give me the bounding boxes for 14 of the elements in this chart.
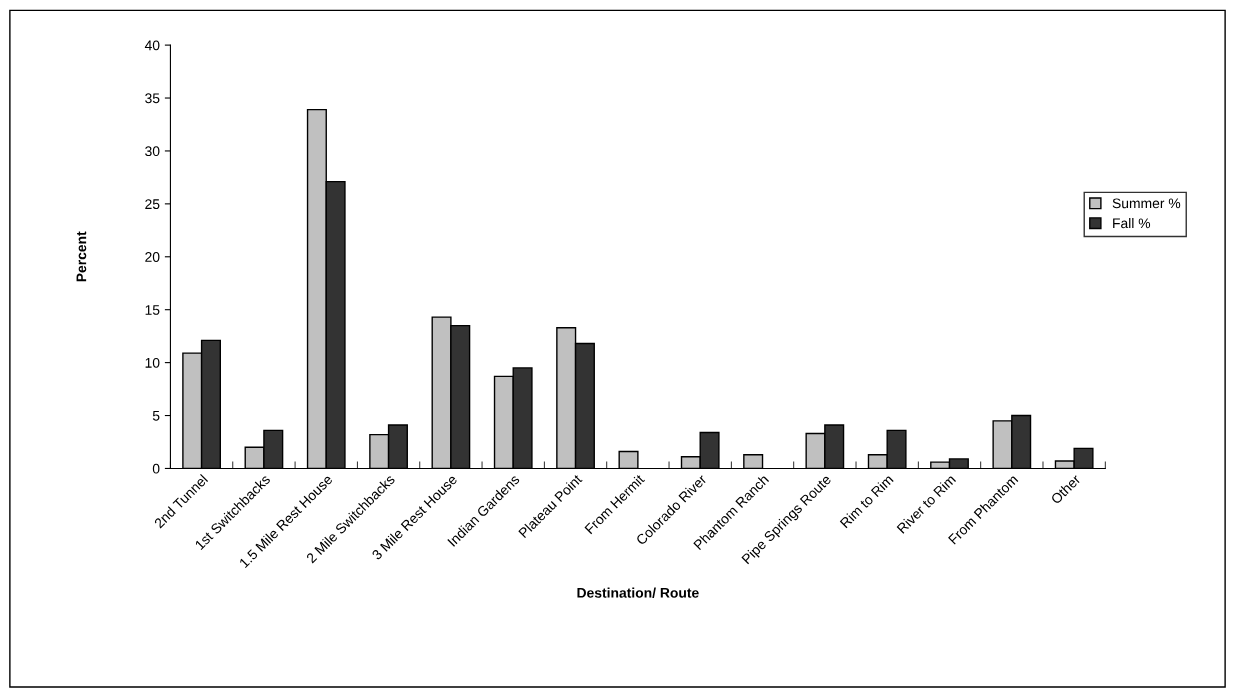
y-tick-label: 25: [145, 199, 160, 210]
y-tick-label: 40: [144, 40, 160, 51]
x-tick-label: Rim to Rim: [839, 473, 894, 529]
y-axis-title: Percent: [76, 231, 87, 282]
y-tick-label: 30: [145, 146, 160, 157]
y-tick-label: 20: [145, 252, 160, 262]
y-tick-label: 5: [152, 411, 160, 421]
y-tick-label: 15: [145, 305, 160, 315]
y-tick-label: 0: [152, 463, 160, 474]
x-axis-title: Destination/ Route: [577, 587, 699, 598]
y-tick-label: 10: [145, 357, 160, 368]
y-tick-label: 35: [145, 93, 160, 104]
legend-label: Fall %: [1113, 217, 1151, 229]
legend-label: Summer %: [1112, 198, 1181, 209]
